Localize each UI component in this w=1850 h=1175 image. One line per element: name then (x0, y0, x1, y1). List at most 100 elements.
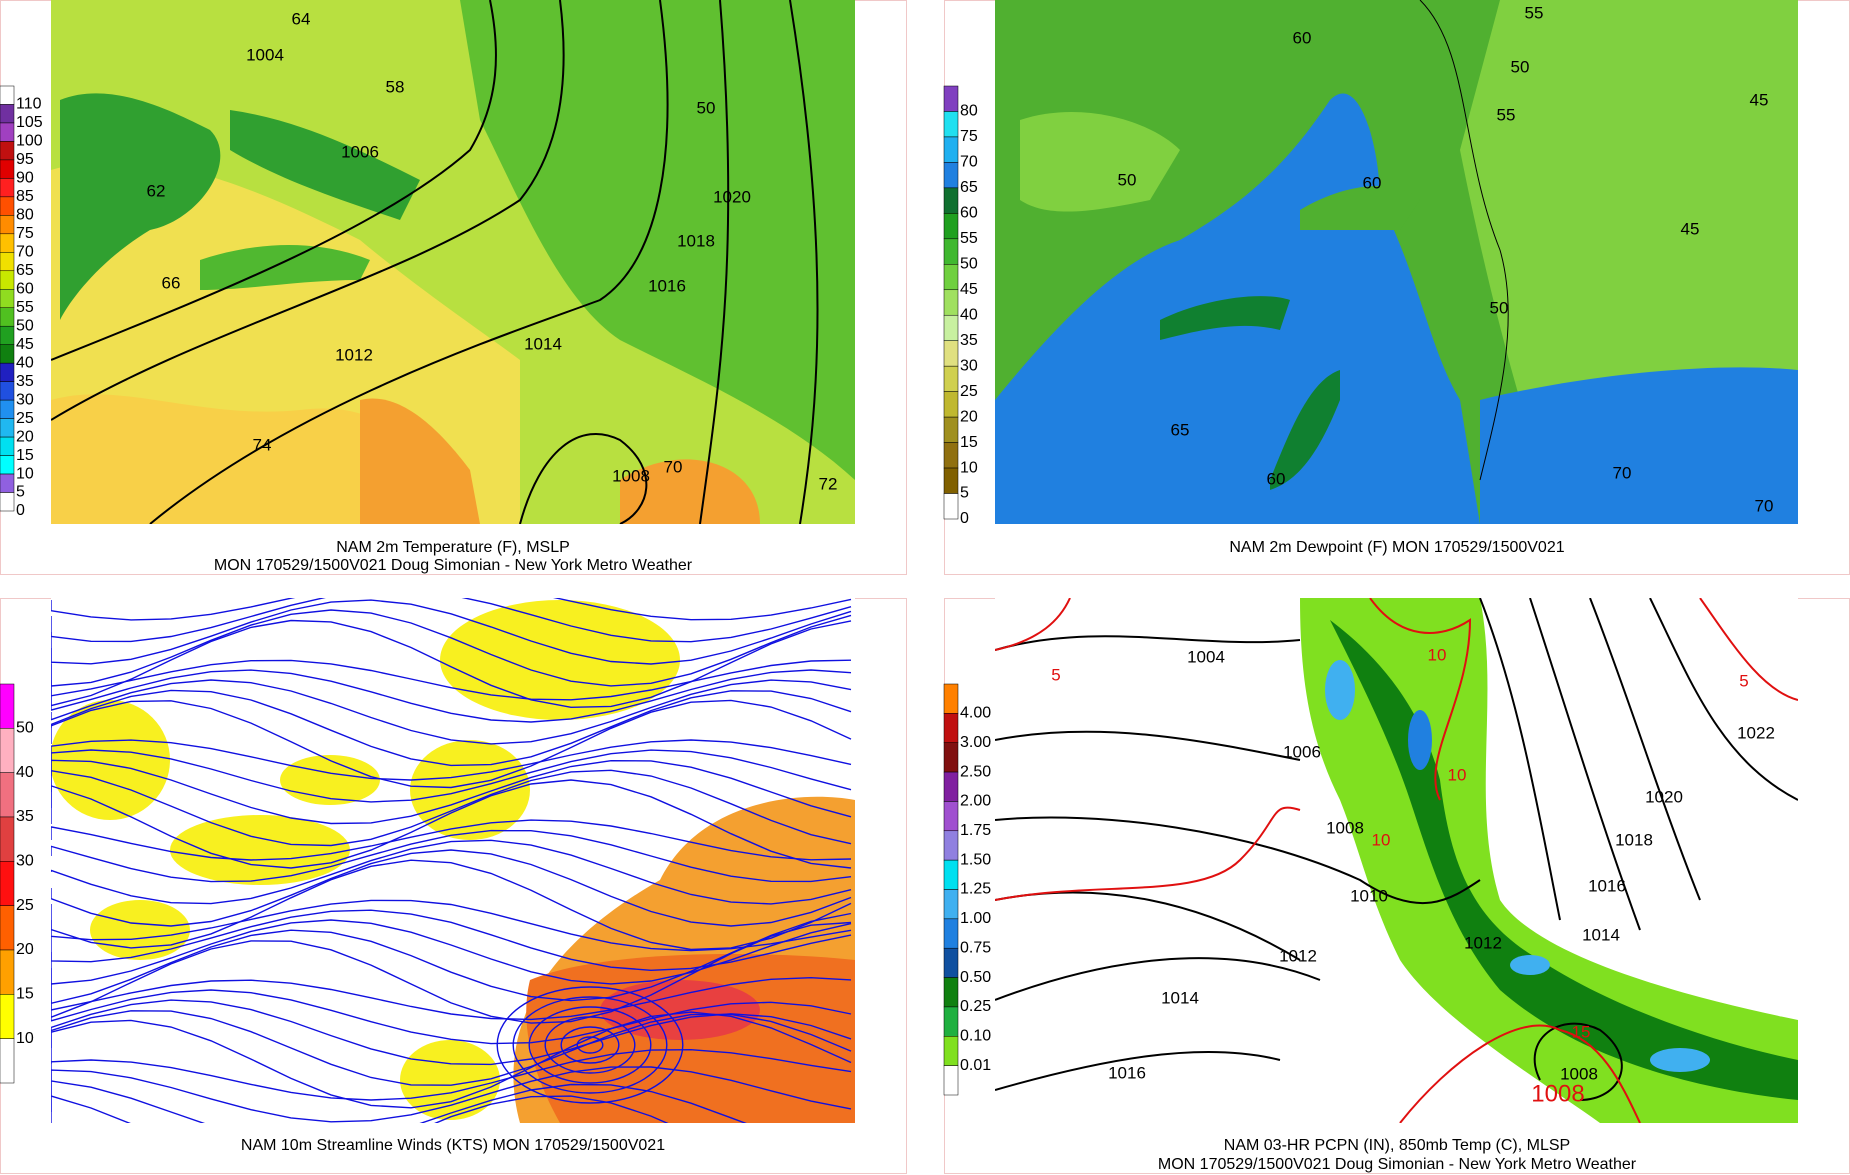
contour-label: 1016 (648, 276, 686, 295)
streamline (51, 1066, 852, 1123)
scale-label: 10 (16, 465, 34, 482)
contour-label: 58 (386, 77, 405, 96)
scale-label: 1.50 (960, 851, 991, 868)
scale-swatch (0, 436, 15, 456)
scale-swatch (0, 905, 15, 951)
scale-swatch (0, 418, 15, 438)
scale-swatch (943, 801, 959, 832)
scale-swatch (943, 365, 959, 392)
streamline (51, 899, 852, 952)
scale-swatch (943, 683, 959, 714)
scale-swatch (0, 344, 15, 364)
contour-label: 45 (1750, 90, 1769, 109)
scale-swatch (0, 104, 15, 124)
contour-label: 50 (1511, 57, 1530, 76)
streamline (51, 759, 852, 825)
streamline (51, 739, 852, 781)
contour-label: 64 (292, 9, 311, 28)
contour-label: 1014 (1161, 988, 1199, 1007)
contour-label: 10 (1428, 645, 1447, 664)
contour-label: 45 (1681, 219, 1700, 238)
streamline (51, 839, 852, 905)
scale-swatch (0, 159, 15, 179)
streamline (51, 999, 852, 1066)
contour-label: 50 (1490, 298, 1509, 317)
scale-swatch (943, 918, 959, 949)
scale-swatch (0, 215, 15, 235)
scale-swatch (0, 861, 15, 906)
temperature-map (51, 0, 855, 524)
scale-swatch (0, 233, 15, 253)
scale-label: 4.00 (960, 705, 991, 722)
scale-label: 105 (16, 114, 43, 131)
contour-label: 1014 (1582, 925, 1620, 944)
scale-label: 30 (960, 357, 978, 374)
contour-label: 55 (1525, 3, 1544, 22)
contour-label: 1016 (1108, 1063, 1146, 1082)
streamline (51, 912, 852, 1005)
scale-swatch (943, 340, 959, 367)
scale-swatch (943, 859, 959, 890)
scale-swatch (943, 85, 959, 112)
scale-swatch (943, 136, 959, 163)
streamline (51, 598, 852, 643)
scale-swatch (0, 728, 15, 773)
streamline (51, 976, 852, 1021)
scale-label: 25 (960, 383, 978, 400)
contour-label: 72 (819, 474, 838, 493)
scale-swatch (0, 772, 15, 818)
scale-label: 0 (16, 502, 25, 519)
scale-label: 45 (960, 281, 978, 298)
scale-label: 0.50 (960, 969, 991, 986)
scale-swatch (0, 1038, 15, 1084)
scale-swatch (943, 889, 959, 920)
scale-swatch (943, 947, 959, 978)
streamline (576, 1036, 604, 1054)
scale-label: 5 (960, 485, 969, 502)
scale-swatch (0, 362, 15, 382)
scale-label: 30 (16, 853, 34, 870)
scale-swatch (0, 949, 15, 995)
scale-swatch (0, 178, 15, 198)
contour-label: 1004 (1187, 647, 1225, 666)
contour-label: 55 (1497, 105, 1516, 124)
scale-label: 100 (16, 133, 43, 150)
scale-label: 50 (16, 317, 34, 334)
scale-swatch (943, 238, 959, 265)
scale-swatch (943, 493, 959, 520)
contour-label: 1012 (335, 345, 373, 364)
contour-label: 66 (162, 273, 181, 292)
streamline (51, 1011, 852, 1109)
contour-label: 10 (1448, 765, 1467, 784)
scale-swatch (943, 977, 959, 1008)
scale-label: 45 (16, 336, 34, 353)
contour-label: 60 (1363, 173, 1382, 192)
scale-swatch (0, 994, 15, 1039)
contour-label: 50 (697, 98, 716, 117)
scale-label: 2.50 (960, 763, 991, 780)
scale-label: 1.00 (960, 910, 991, 927)
scale-label: 75 (960, 128, 978, 145)
scale-swatch (0, 289, 15, 308)
scale-label: 5 (16, 484, 25, 501)
caption: MON 170529/1500V021 Doug Simonian - New … (214, 557, 693, 574)
caption: MON 170529/1500V021 Doug Simonian - New … (1158, 1156, 1637, 1173)
scale-label: 70 (16, 244, 34, 261)
streamline (528, 1006, 652, 1084)
contour-label: 50 (1118, 170, 1137, 189)
scale-label: 60 (960, 205, 978, 222)
streamline (51, 779, 852, 869)
scale-label: 50 (16, 720, 34, 737)
streamline (496, 986, 684, 1104)
scale-label: 35 (16, 808, 34, 825)
scale-swatch (0, 399, 15, 419)
scale-swatch (0, 141, 15, 161)
scale-label: 0.01 (960, 1057, 991, 1074)
contour-label: 62 (147, 181, 166, 200)
contour-label: 1020 (1645, 787, 1683, 806)
streamline (51, 909, 852, 972)
scale-swatch (0, 270, 15, 290)
streamline (51, 819, 852, 861)
contour-label: 65 (1171, 420, 1190, 439)
scale-swatch (0, 122, 15, 142)
